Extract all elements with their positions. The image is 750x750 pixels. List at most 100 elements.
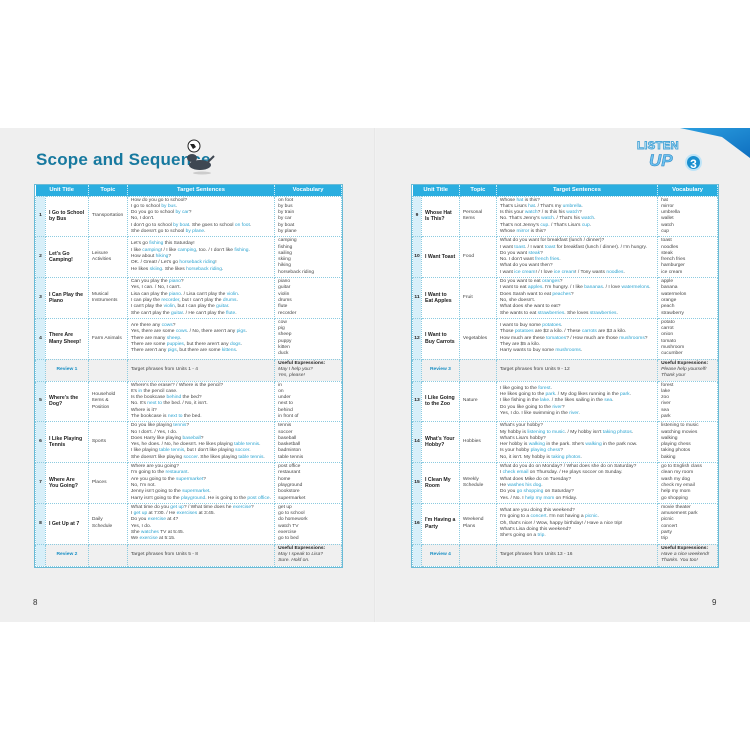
sentence-text: the pencil case. xyxy=(142,388,178,394)
highlighted-phrase: bananas xyxy=(584,285,603,291)
sentence-text: Those xyxy=(499,329,515,335)
highlighted-phrase: camping xyxy=(177,247,197,253)
vocab-item: sheep xyxy=(278,332,292,338)
highlighted-phrase: park xyxy=(545,391,556,397)
sentence-line: Can you play the piano? xyxy=(131,279,271,285)
sentence-text: What's your hobby? xyxy=(499,423,543,429)
sentence-text: Yes. / No. I xyxy=(499,495,525,501)
unit-number: 5 xyxy=(35,380,46,423)
sentence-text: are $2 a kilo. / These xyxy=(533,329,582,335)
sentence-text: in the park. She's xyxy=(545,442,586,448)
sentence-text: ? xyxy=(561,404,565,410)
unit-title: I Want to Buy Carrots xyxy=(420,317,460,360)
sentence-text: . xyxy=(236,297,238,303)
sentence-text: I like xyxy=(130,247,143,253)
vocab-item: basketball xyxy=(278,442,301,448)
sentence-text: . She goes to school xyxy=(189,222,235,228)
unit-title: I Go to School by Bus xyxy=(44,195,89,238)
highlighted-phrase: walking xyxy=(585,442,602,448)
sentence-text: ? xyxy=(644,335,648,341)
sentence-line: Harry wants to buy some mushrooms. xyxy=(500,348,654,354)
sentence-text: There aren't any xyxy=(130,348,168,354)
sentence-text: the bed. / No, it isn't. xyxy=(161,401,208,407)
sentence-line: No. That's Jenny's watch. / That's his w… xyxy=(500,216,654,222)
sentence-text: Does Harry like playing xyxy=(130,435,183,441)
sentence-text: She wants to eat xyxy=(499,310,538,316)
vocabulary: go to English class clean my room wash my … xyxy=(657,462,718,504)
topic: Places xyxy=(87,462,128,504)
sentence-line: What's your hobby? xyxy=(500,423,654,429)
sentence-text: ! / I like xyxy=(160,247,178,253)
sentence-text: I can't play the xyxy=(130,304,164,310)
vocab-item: skiing xyxy=(278,257,291,263)
sentence-text: . xyxy=(629,391,631,397)
sentence-line: I like camping! / I like camping, too. /… xyxy=(131,248,271,254)
sentence-line: They are $5 a kilo. xyxy=(500,342,654,348)
unit-row: 5 Where's the Dog? Household Items & Posit… xyxy=(35,380,342,423)
sentence-line: Oh, that's nice! / Wow, happy birthday! … xyxy=(500,521,654,527)
highlighted-phrase: mirror xyxy=(516,228,530,234)
sentence-line: I want to eat apples. I'm hungry. / I li… xyxy=(500,285,654,291)
sentence-text: , but I don't like playing xyxy=(184,448,236,454)
sentence-text: . xyxy=(623,269,625,275)
sentence-text: I like fishing in the xyxy=(499,398,541,404)
highlighted-phrase: mushrooms xyxy=(555,348,581,354)
sentence-line: Where are you going? xyxy=(131,464,271,470)
vocab-item: party xyxy=(661,530,672,536)
topic: Sports xyxy=(87,421,128,464)
highlighted-phrase: watch xyxy=(524,210,538,216)
sentence-text: . / That's my xyxy=(534,203,563,209)
useful-expressions-label: Useful Expressions: xyxy=(278,545,326,551)
highlighted-phrase: oranges xyxy=(542,279,560,285)
highlighted-phrase: washes his dog xyxy=(507,482,542,488)
vocab-item: wallet xyxy=(661,216,674,222)
sentence-text: . xyxy=(269,495,271,501)
sentence-text: No. That's Jenny's xyxy=(499,216,542,222)
vocab-item: playground xyxy=(278,482,303,488)
topic xyxy=(458,358,497,382)
sentence-line: OK. / Great! / Let's go horseback riding… xyxy=(131,260,271,266)
sentence-text: That's not Jenny's xyxy=(499,222,541,228)
unit-number: 11 xyxy=(412,277,422,319)
sentence-text: is this? xyxy=(529,228,546,234)
vocab-item: apple xyxy=(661,279,674,285)
sentence-text: How do you go to school? xyxy=(130,197,188,203)
sentence-text: ? / How much are those xyxy=(566,335,620,341)
sentence-text: . / She likes sailing in the xyxy=(549,398,605,404)
header-vocabulary: Vocabulary xyxy=(657,185,718,196)
sentence-text: What are you doing this weekend? xyxy=(499,508,575,513)
sentence-text: Target phrases from Units 13 - 16 xyxy=(499,551,573,557)
highlighted-phrase: skiing xyxy=(149,266,163,272)
vocab-item: taking photos xyxy=(661,448,691,454)
sentence-line: I go to school by bus. xyxy=(131,204,271,210)
sentence-text: I want xyxy=(499,244,515,250)
vocabulary: post office restaurant home playground books… xyxy=(274,462,342,504)
sentence-text: . xyxy=(221,266,224,272)
header-topic: Topic xyxy=(88,185,128,196)
table-header: Unit Title Topic Target Sentences Vocabu… xyxy=(412,185,718,196)
highlighted-phrase: guitar xyxy=(170,310,183,316)
unit-number xyxy=(35,358,46,382)
vocab-item: sailing xyxy=(278,250,293,256)
vocab-item: watch TV xyxy=(278,523,299,529)
sentence-line: She watches TV at 5:45. xyxy=(131,530,271,536)
sentence-line: Does Harry like playing baseball? xyxy=(131,436,271,442)
target-sentences: Can you play the piano? Yes, I can. / No,… xyxy=(126,277,276,319)
vocab-item: do homework xyxy=(278,517,308,523)
sentence-line: Do you like playing tennis? xyxy=(131,423,271,429)
highlighted-phrase: exercise xyxy=(139,536,158,542)
sentence-line: Target phrases from Units 5 - 8 xyxy=(131,552,271,558)
listen-up-logo: LISTEN UP 3 xyxy=(636,140,709,176)
unit-number: 2 xyxy=(35,236,46,279)
book-spread: Scope and Sequence LISTEN UP 3 Unit Titl… xyxy=(0,128,750,622)
sentence-text: What do you do on Monday? / What does sh… xyxy=(499,464,637,470)
sentence-text: at 4? xyxy=(165,517,179,523)
highlighted-phrase: exercises xyxy=(176,511,198,517)
topic: Hobbies xyxy=(458,421,497,464)
highlighted-phrase: sheep xyxy=(166,335,181,341)
highlighted-phrase: pigs xyxy=(167,348,177,354)
unit-row: 13 I Like Going to the Zoo Nature I like go… xyxy=(412,380,718,423)
sentence-line: Is your hobby playing chess? xyxy=(500,448,654,454)
target-sentences: Let's go fishing this Saturday! I like ca… xyxy=(126,236,276,279)
sentence-text: . / No, there aren't any xyxy=(186,329,237,335)
